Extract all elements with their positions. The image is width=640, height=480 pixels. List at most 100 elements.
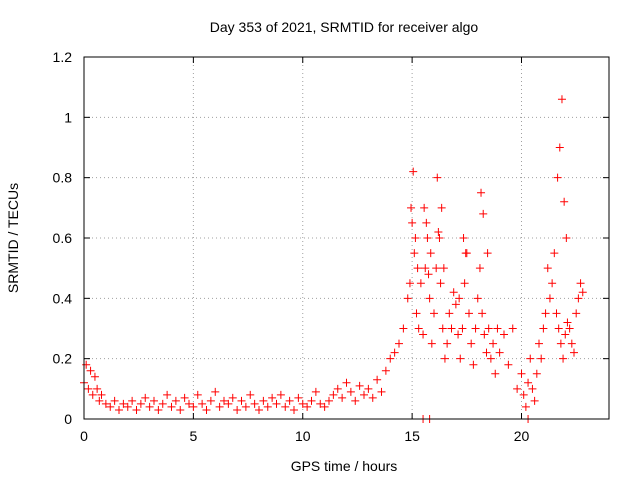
data-point [211,387,220,396]
data-point [136,399,145,408]
data-point [443,339,452,348]
data-point [436,279,445,288]
data-point [115,405,123,414]
data-point [414,324,423,333]
data-point [410,249,419,258]
data-point [467,339,476,348]
data-point [320,402,329,411]
data-point [524,378,533,387]
data-point [454,330,463,339]
data-point [390,348,399,357]
data-point [409,167,418,176]
data-point [423,234,432,242]
data-point [465,309,473,318]
data-point [504,360,513,369]
data-point [447,324,456,333]
data-point [557,95,566,104]
data-point [489,339,498,348]
data-point [439,264,448,273]
data-point [285,396,294,405]
data-point [351,396,360,405]
data-point [555,143,564,152]
data-point [403,294,412,303]
x-tick-label: 10 [295,428,311,444]
data-point [530,396,539,405]
data-point [381,366,390,375]
data-point [167,402,176,411]
data-point [449,288,458,297]
x-axis-title: GPS time / hours [291,458,398,474]
data-marks [80,95,587,423]
data-point [395,339,403,348]
data-point [460,279,469,288]
data-point [276,390,285,399]
data-point [552,309,561,318]
data-point [176,405,185,414]
data-point [483,249,492,258]
data-point [97,390,106,399]
data-point [451,300,460,309]
data-point [421,264,430,273]
data-point [486,354,495,363]
y-tick-label: 1 [64,109,72,125]
data-point [316,399,325,408]
data-point [290,405,298,414]
x-tick-label: 20 [514,428,530,444]
data-point [528,384,537,393]
data-point [556,339,565,348]
data-point [543,264,552,273]
data-point [399,324,408,333]
data-point [185,399,193,408]
data-point [500,330,508,339]
data-point [473,294,482,303]
data-point [377,387,386,396]
data-point [171,396,180,405]
data-point [480,330,489,339]
data-point [548,279,557,288]
data-point [477,188,486,197]
data-point [407,203,416,212]
y-tick-label: 0 [64,411,72,427]
data-point [233,405,242,414]
data-point [416,279,425,288]
y-tick-label: 0.2 [53,351,73,367]
data-point [413,264,422,273]
data-point [259,396,268,405]
data-point [386,354,395,363]
data-point [426,249,435,258]
data-point [553,173,562,182]
data-point [438,324,447,333]
data-point [459,234,468,242]
data-point [513,384,522,393]
data-point [180,393,189,402]
data-point [412,309,421,318]
data-point [478,309,487,318]
data-point [150,396,158,405]
data-point [461,249,470,258]
data-point [342,378,351,387]
data-point [440,354,449,363]
y-tick-label: 0.4 [53,290,73,306]
data-point [360,390,368,399]
data-point [405,279,414,288]
y-tick-label: 0.8 [53,170,73,186]
data-point [576,279,585,288]
data-point [101,399,110,408]
data-point [570,348,578,357]
data-point [228,393,237,402]
data-point [526,354,535,363]
data-point [106,402,115,411]
data-point [491,369,500,378]
data-point [539,324,548,333]
data-point [132,405,141,414]
data-point [95,396,104,405]
data-point [565,324,574,333]
data-point [325,396,333,405]
data-point [88,390,97,399]
data-point [561,330,570,339]
data-point [263,402,272,411]
data-point [422,218,431,227]
data-point [154,405,163,414]
x-tick-label: 15 [404,428,420,444]
data-point [198,399,207,408]
